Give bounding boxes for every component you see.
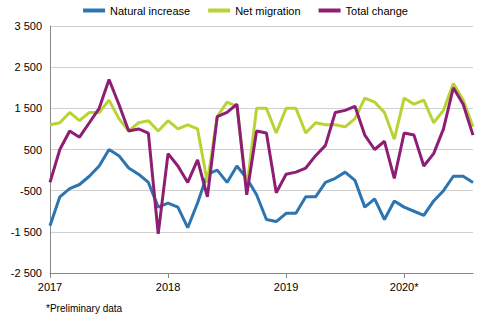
svg-text:500: 500 [24,144,42,156]
svg-text:2017: 2017 [38,281,62,293]
svg-text:2019: 2019 [274,281,298,293]
svg-text:2018: 2018 [156,281,180,293]
svg-text:2 500: 2 500 [14,61,42,73]
svg-text:Total change: Total change [346,5,408,17]
svg-text:-500: -500 [20,185,42,197]
svg-text:3 500: 3 500 [14,20,42,32]
svg-text:Net migration: Net migration [235,5,300,17]
svg-text:2020*: 2020* [390,281,419,293]
svg-text:-1 500: -1 500 [11,226,42,238]
svg-text:-2 500: -2 500 [11,267,42,279]
svg-text:1 500: 1 500 [14,102,42,114]
svg-text:*Preliminary data: *Preliminary data [46,303,123,314]
svg-text:Natural increase: Natural increase [110,5,190,17]
